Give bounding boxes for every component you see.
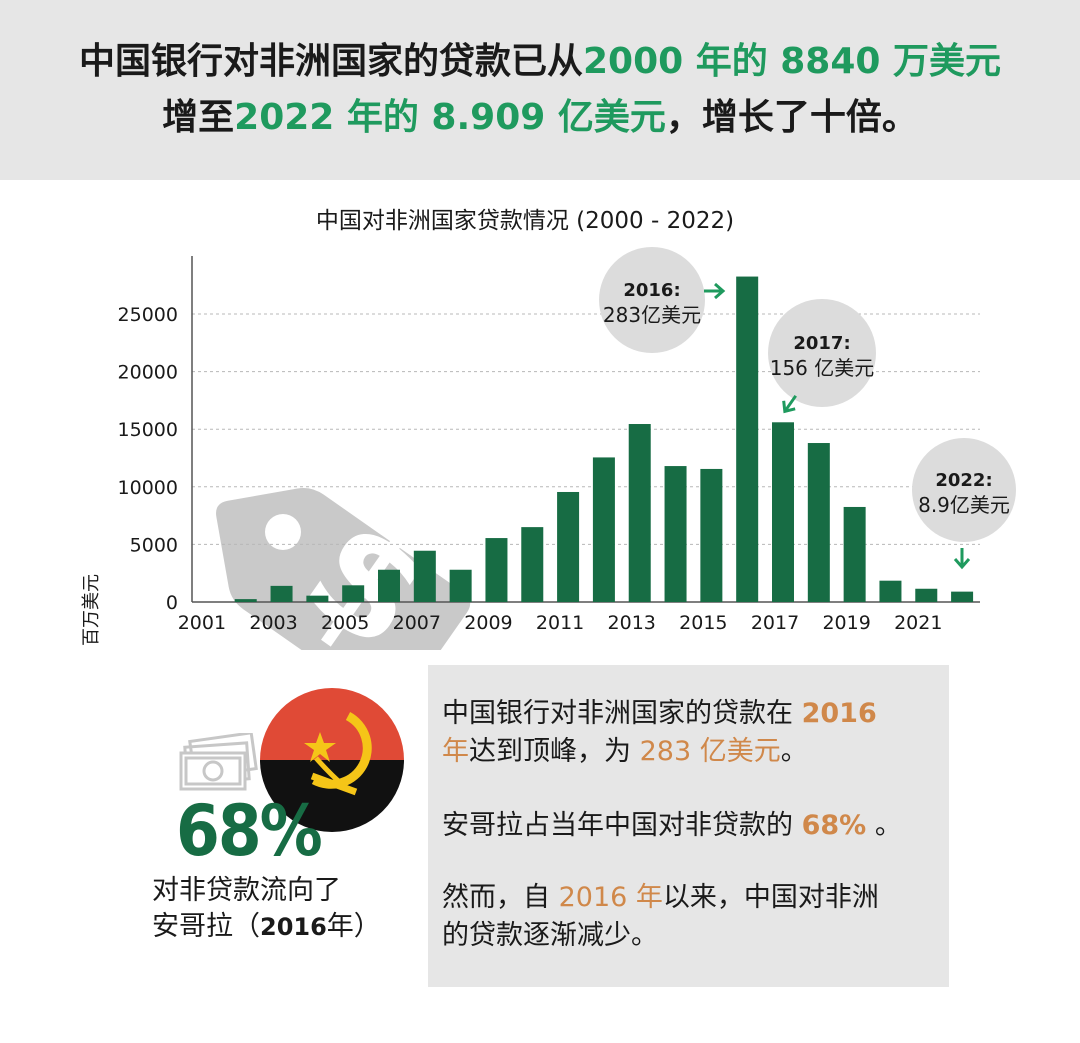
stat-label: 对非贷款流向了 安哥拉（2016年）: [152, 873, 381, 945]
bar-2022: [951, 591, 974, 602]
x-tick-label: 2015: [679, 612, 727, 634]
annotation-bubble-2022: [912, 438, 1016, 542]
summary-highlight: 283 亿美元: [639, 736, 781, 767]
summary-highlight: 68%: [801, 810, 867, 841]
headline-text: 增至: [162, 97, 235, 138]
annotation-value-2022: 8.9亿美元: [918, 493, 1010, 517]
bar-chart: 中国对非洲国家贷款情况 (2000 - 2022) 百万美元 $ 0500010…: [81, 208, 1016, 650]
summary-paragraph-1: 中国银行对非洲国家的贷款在 2016 年达到顶峰，为 283 亿美元。: [442, 695, 877, 771]
x-tick-label: 2019: [822, 612, 870, 634]
headline-highlight: 2022 年的 8.909 亿美元: [234, 97, 666, 138]
headline-text: 中国银行对非洲国家的贷款已从: [78, 41, 583, 82]
bar-2006: [378, 569, 400, 602]
y-tick-label: 5000: [130, 534, 178, 556]
headline-line-2: 增至2022 年的 8.909 亿美元，增长了十倍。: [0, 96, 1080, 140]
y-tick-label: 25000: [118, 304, 178, 326]
bar-2021: [915, 588, 938, 602]
bar-2010: [521, 527, 544, 602]
y-tick-label: 20000: [118, 362, 178, 384]
annotation-year-2022: 2022:: [935, 470, 992, 491]
stat-label-line2: 安哥拉（2016年）: [152, 909, 381, 945]
annotation-year-2016: 2016:: [623, 280, 680, 301]
summary-highlight: 年: [442, 736, 469, 767]
summary-highlight: 2016 年: [558, 882, 663, 913]
bar-2018: [807, 443, 830, 602]
x-tick-label: 2011: [536, 612, 584, 634]
summary-highlight: 2016: [801, 698, 877, 729]
x-tick-label: 2001: [178, 612, 226, 634]
stat-label-year: 2016: [260, 913, 327, 941]
bar-2016: [736, 276, 759, 602]
y-axis-label: 百万美元: [81, 574, 102, 646]
annotation-arrow-icon: [704, 282, 726, 300]
bar-2002: [234, 599, 257, 602]
angola-flag-icon: [260, 688, 404, 832]
annotation-bubble-2016: [599, 247, 705, 353]
summary-text: 中国银行对非洲国家的贷款在: [442, 698, 802, 729]
annotation-arrow-icon: [782, 394, 797, 414]
summary-panel: 中国银行对非洲国家的贷款在 2016 年达到顶峰，为 283 亿美元。 安哥拉占…: [428, 665, 949, 987]
bar-2011: [557, 491, 580, 602]
bar-2008: [449, 569, 472, 602]
summary-text: 。: [780, 736, 808, 767]
annotation-value-2017: 156 亿美元: [770, 356, 875, 380]
bar-2007: [413, 550, 436, 602]
summary-paragraph-3: 然而，自 2016 年以来，中国对非洲 的贷款逐渐减少。: [442, 879, 879, 955]
headline-line-1: 中国银行对非洲国家的贷款已从2000 年的 8840 万美元: [0, 40, 1080, 84]
header-banner: 中国银行对非洲国家的贷款已从2000 年的 8840 万美元 增至2022 年的…: [0, 0, 1080, 180]
stat-percent: 68%: [176, 790, 323, 872]
summary-text: 以来，中国对非洲: [662, 882, 879, 913]
bar-2014: [664, 466, 687, 602]
x-tick-label: 2017: [751, 612, 799, 634]
summary-paragraph-2: 安哥拉占当年中国对非贷款的 68% 。: [442, 807, 902, 845]
summary-text: 达到顶峰，为: [469, 736, 640, 767]
stat-label-line1: 对非贷款流向了: [152, 875, 341, 906]
bar-2005: [342, 585, 365, 602]
stat-label-text: 安哥拉（: [152, 911, 260, 942]
bar-2019: [843, 506, 866, 602]
x-tick-label: 2005: [321, 612, 369, 634]
bar-2017: [772, 422, 794, 602]
y-tick-label: 15000: [118, 419, 178, 441]
x-tick-label: 2021: [894, 612, 942, 634]
bar-2003: [270, 585, 293, 602]
annotation-year-2017: 2017:: [793, 333, 850, 354]
summary-text: 的贷款逐渐减少。: [442, 920, 658, 951]
annotation-bubble-2017: [768, 299, 876, 407]
bar-2012: [592, 457, 615, 602]
summary-text: 安哥拉占当年中国对非贷款的: [442, 810, 802, 841]
summary-text: 。: [866, 810, 902, 841]
x-tick-label: 2009: [464, 612, 512, 634]
cash-bills-icon: [179, 733, 258, 791]
y-tick-label: 0: [166, 592, 178, 614]
chart-title: 中国对非洲国家贷款情况 (2000 - 2022): [316, 208, 734, 234]
annotation-arrow-icon: [953, 548, 971, 570]
bar-2004: [306, 595, 329, 602]
annotation-value-2016: 283亿美元: [603, 303, 701, 327]
bar-2015: [700, 468, 723, 602]
x-tick-label: 2013: [608, 612, 656, 634]
summary-text: 然而，自: [442, 882, 559, 913]
bar-2009: [485, 538, 508, 602]
price-tag-hole: [265, 514, 301, 550]
bar-2013: [628, 424, 651, 602]
y-tick-label: 10000: [118, 477, 178, 499]
headline-text: ，增长了十倍。: [665, 97, 918, 138]
headline-highlight: 2000 年的 8840 万美元: [583, 41, 1001, 82]
stat-label-text: 年）: [326, 911, 381, 942]
bar-2020: [879, 580, 902, 602]
x-tick-label: 2007: [393, 612, 441, 634]
x-tick-label: 2003: [249, 612, 297, 634]
